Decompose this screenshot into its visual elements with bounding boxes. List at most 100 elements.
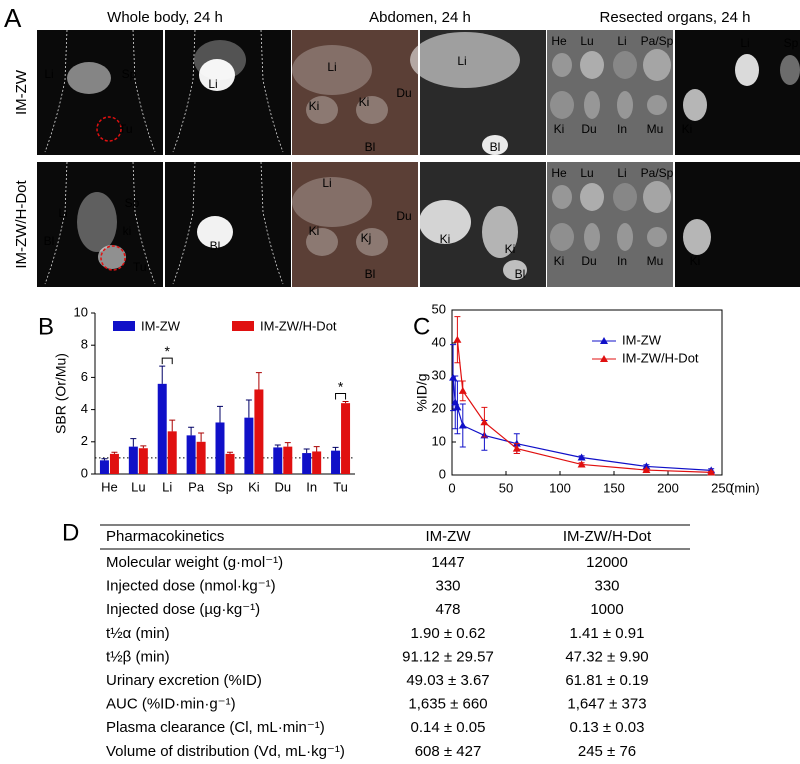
- y-tick-label: 40: [432, 334, 446, 349]
- y-tick-label: 10: [432, 433, 446, 448]
- image-label: Lu: [580, 34, 593, 48]
- image-panel: [547, 162, 673, 287]
- table-cell: 330: [594, 578, 619, 595]
- image-label: Li: [208, 77, 217, 91]
- y-tick-label: 20: [432, 400, 446, 415]
- error-bar: [188, 426, 195, 436]
- column-header: Abdomen, 24 h: [369, 9, 471, 26]
- image-label: Pa/Sp: [641, 34, 674, 48]
- signal: [613, 51, 637, 79]
- image-panel: [165, 30, 291, 155]
- signal: [580, 51, 604, 79]
- signal: [647, 95, 667, 115]
- bar: [186, 435, 196, 474]
- table-cell: 12000: [586, 554, 628, 571]
- bar: [215, 422, 225, 474]
- legend-swatch: [113, 321, 135, 331]
- image-label: Ki: [682, 122, 693, 136]
- data-point: [642, 466, 651, 474]
- image-label: Ki: [309, 224, 320, 238]
- bar: [312, 451, 322, 474]
- table-cell: 1.90 ± 0.62: [411, 625, 486, 642]
- table-cell: 1,635 ± 660: [408, 696, 487, 713]
- y-tick-label: 50: [432, 301, 446, 316]
- bar: [196, 441, 206, 474]
- image-label: Li: [740, 36, 749, 50]
- data-point: [512, 444, 521, 452]
- image-label: Li: [617, 34, 626, 48]
- error-bar: [130, 438, 137, 447]
- y-tick-label: 10: [74, 304, 88, 319]
- signal: [419, 200, 471, 244]
- image-label: Tu: [119, 122, 133, 136]
- column-header: Whole body, 24 h: [107, 9, 223, 26]
- y-tick-label: 0: [439, 466, 446, 481]
- y-tick-label: 30: [432, 367, 446, 382]
- significance-bracket: [161, 357, 173, 365]
- body-outline: [172, 161, 284, 285]
- error-bar: [140, 445, 147, 449]
- data-point: [707, 468, 716, 476]
- image-label: Du: [581, 122, 596, 136]
- image-label: Sp: [122, 67, 137, 81]
- table-cell: Urinary excretion (%ID): [106, 672, 262, 689]
- signal: [306, 96, 338, 124]
- x-tick-label: 50: [499, 480, 513, 495]
- legend-label: IM-ZW: [622, 332, 662, 347]
- bar: [128, 446, 138, 474]
- signal: [580, 183, 604, 211]
- body-outline: [44, 161, 156, 285]
- data-point: [480, 418, 489, 426]
- x-tick-label: 200: [657, 480, 679, 495]
- error-bar: [198, 432, 205, 442]
- image-label: Lu: [580, 166, 593, 180]
- image-label: In: [617, 254, 627, 268]
- signal: [292, 45, 372, 95]
- image-label: He: [551, 34, 567, 48]
- table-cell: Plasma clearance (Cl, mL·min⁻¹): [106, 719, 325, 736]
- significance-mark: *: [338, 378, 344, 394]
- table-header: IM-ZW: [426, 528, 472, 545]
- signal: [98, 245, 126, 269]
- image-label: Ki: [440, 232, 451, 246]
- x-tick-label: 150: [603, 480, 625, 495]
- data-point: [577, 460, 586, 468]
- image-label: Li: [327, 60, 336, 74]
- bar: [244, 417, 254, 474]
- image-label: Du: [396, 209, 411, 223]
- table-header: IM-ZW/H-Dot: [563, 528, 652, 545]
- image-label: Bl: [365, 140, 376, 154]
- table-cell: 47.32 ± 9.90: [565, 648, 648, 665]
- panel-label: B: [38, 313, 54, 340]
- error-bar: [217, 405, 223, 423]
- image-label: Ki: [690, 254, 701, 268]
- bar: [167, 431, 177, 474]
- image-label: Ki: [359, 95, 370, 109]
- column-header: Resected organs, 24 h: [600, 9, 751, 26]
- plot-frame: [451, 309, 723, 476]
- signal: [197, 216, 233, 248]
- signal: [613, 183, 637, 211]
- error-bar: [169, 419, 176, 432]
- image-panel: [292, 162, 418, 287]
- bar: [331, 450, 341, 474]
- image-panel: [547, 30, 673, 155]
- image-label: Bl: [365, 267, 376, 281]
- bar: [302, 453, 312, 474]
- x-tick-label: 0: [448, 480, 455, 495]
- x-tick-label: Ki: [248, 479, 260, 494]
- data-point: [577, 453, 586, 461]
- image-label: Sp: [784, 36, 799, 50]
- data-point: [642, 462, 651, 470]
- significance-bracket: [335, 393, 347, 400]
- signal: [482, 206, 518, 258]
- image-label: Tu: [133, 260, 147, 274]
- error-bar: [101, 458, 108, 461]
- y-axis-label: SBR (Or/Mu): [53, 353, 69, 434]
- table-cell: Injected dose (nmol·kg⁻¹): [106, 578, 276, 595]
- x-tick-label: Du: [274, 479, 291, 494]
- row-label: IM-ZW: [13, 69, 30, 115]
- tumor-marker: [96, 116, 122, 142]
- image-label: Bl: [515, 267, 526, 281]
- image-label: He: [551, 166, 567, 180]
